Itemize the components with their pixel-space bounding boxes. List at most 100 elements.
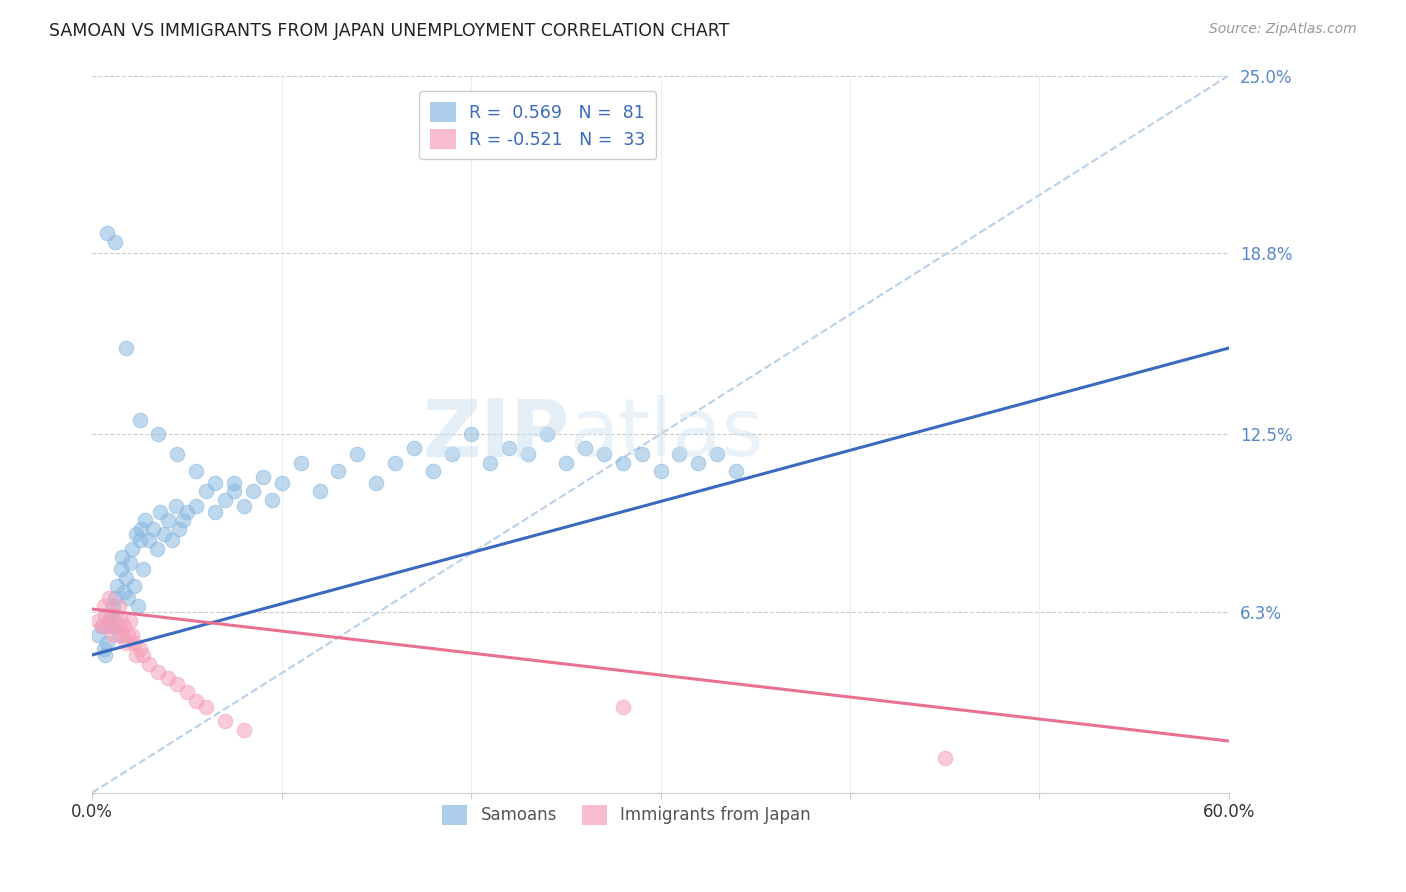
- Point: [93, 642, 115, 657]
- Point: [104, 591, 127, 605]
- Point: [262, 493, 284, 508]
- Point: [122, 579, 145, 593]
- Point: [112, 585, 135, 599]
- Point: [110, 614, 132, 628]
- Point: [186, 464, 208, 478]
- Point: [308, 484, 330, 499]
- Point: [630, 447, 652, 461]
- Point: [214, 714, 236, 728]
- Point: [128, 413, 150, 427]
- Point: [224, 475, 246, 490]
- Point: [142, 522, 165, 536]
- Point: [650, 464, 672, 478]
- Point: [186, 499, 208, 513]
- Point: [94, 648, 117, 662]
- Point: [592, 447, 614, 461]
- Text: atlas: atlas: [569, 395, 763, 473]
- Point: [516, 447, 538, 461]
- Point: [612, 456, 634, 470]
- Text: ZIP: ZIP: [422, 395, 569, 473]
- Point: [232, 723, 254, 737]
- Point: [128, 533, 150, 548]
- Point: [100, 607, 122, 622]
- Point: [87, 614, 110, 628]
- Point: [169, 522, 191, 536]
- Point: [204, 475, 226, 490]
- Point: [100, 619, 122, 633]
- Point: [105, 579, 128, 593]
- Point: [104, 235, 127, 249]
- Point: [90, 619, 112, 633]
- Point: [172, 513, 194, 527]
- Point: [149, 504, 172, 518]
- Point: [96, 227, 118, 241]
- Point: [176, 685, 198, 699]
- Point: [101, 628, 124, 642]
- Point: [536, 427, 558, 442]
- Point: [115, 341, 138, 355]
- Point: [160, 533, 183, 548]
- Point: [128, 642, 150, 657]
- Point: [554, 456, 576, 470]
- Point: [98, 591, 121, 605]
- Point: [125, 527, 148, 541]
- Point: [688, 456, 710, 470]
- Point: [101, 599, 124, 614]
- Point: [104, 614, 127, 628]
- Point: [165, 499, 187, 513]
- Point: [120, 556, 142, 570]
- Point: [132, 648, 155, 662]
- Point: [121, 628, 143, 642]
- Point: [194, 484, 217, 499]
- Point: [214, 493, 236, 508]
- Point: [111, 550, 134, 565]
- Point: [725, 464, 748, 478]
- Point: [176, 504, 198, 518]
- Point: [242, 484, 264, 499]
- Point: [252, 470, 274, 484]
- Point: [422, 464, 444, 478]
- Point: [115, 636, 138, 650]
- Point: [132, 562, 155, 576]
- Point: [96, 636, 118, 650]
- Point: [153, 527, 176, 541]
- Point: [934, 751, 956, 765]
- Point: [111, 628, 134, 642]
- Point: [574, 442, 596, 456]
- Point: [204, 504, 226, 518]
- Point: [105, 619, 128, 633]
- Point: [122, 636, 145, 650]
- Point: [120, 614, 142, 628]
- Point: [115, 570, 138, 584]
- Point: [232, 499, 254, 513]
- Point: [290, 456, 312, 470]
- Point: [441, 447, 464, 461]
- Point: [96, 619, 118, 633]
- Point: [194, 699, 217, 714]
- Text: Source: ZipAtlas.com: Source: ZipAtlas.com: [1209, 22, 1357, 37]
- Point: [98, 614, 121, 628]
- Point: [134, 513, 156, 527]
- Point: [110, 562, 132, 576]
- Point: [117, 628, 139, 642]
- Point: [148, 665, 170, 680]
- Point: [100, 614, 122, 628]
- Point: [117, 591, 139, 605]
- Point: [706, 447, 728, 461]
- Point: [104, 607, 127, 622]
- Point: [668, 447, 690, 461]
- Point: [270, 475, 292, 490]
- Point: [612, 699, 634, 714]
- Point: [90, 619, 112, 633]
- Point: [107, 628, 129, 642]
- Point: [224, 484, 246, 499]
- Point: [166, 676, 188, 690]
- Legend: Samoans, Immigrants from Japan: Samoans, Immigrants from Japan: [432, 796, 821, 835]
- Point: [138, 533, 160, 548]
- Point: [498, 442, 520, 456]
- Point: [460, 427, 482, 442]
- Point: [87, 628, 110, 642]
- Point: [166, 447, 188, 461]
- Point: [94, 607, 117, 622]
- Point: [127, 599, 149, 614]
